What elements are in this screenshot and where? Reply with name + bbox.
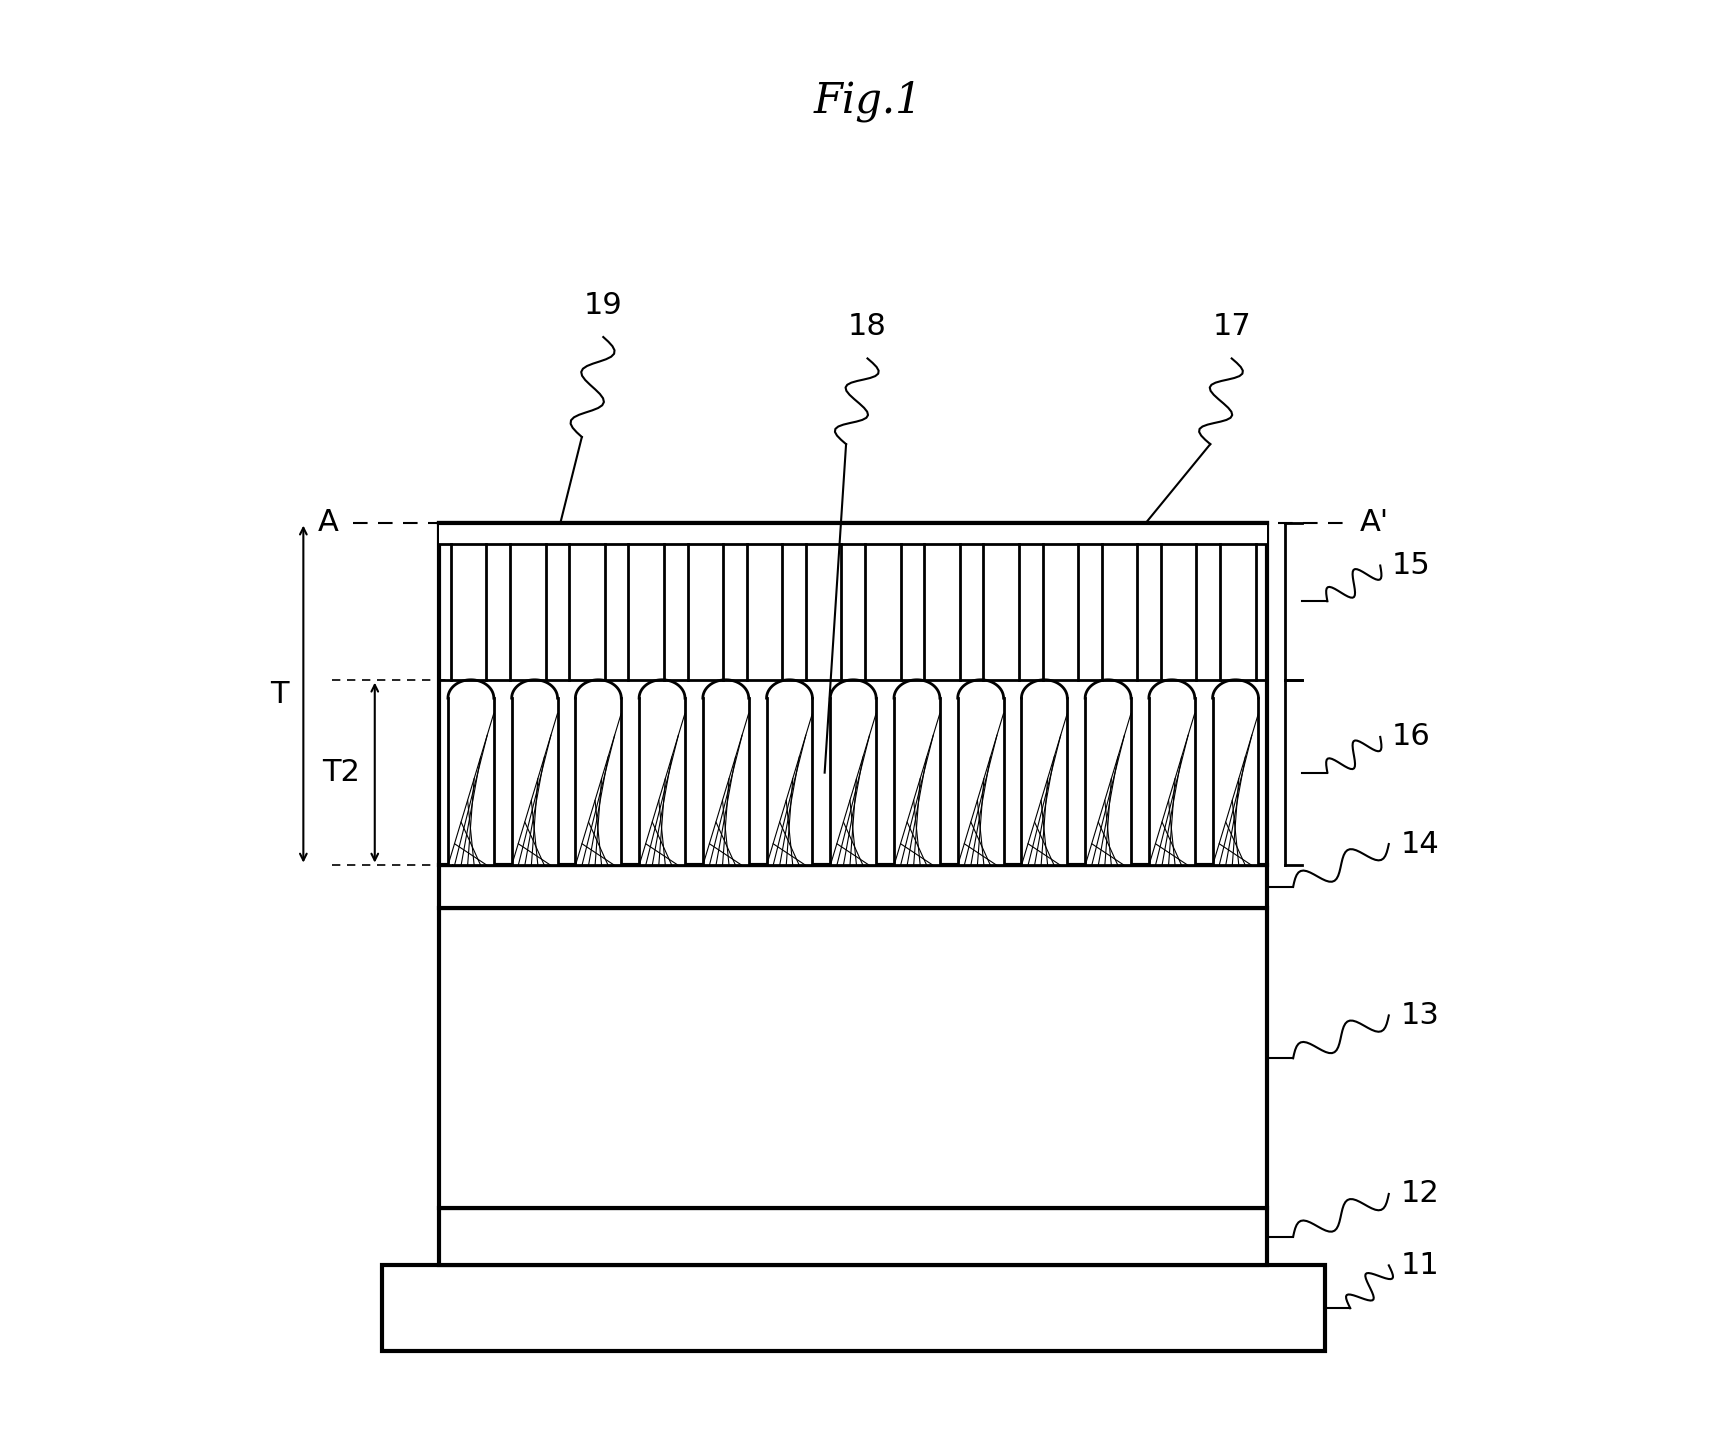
Bar [439,866,1267,909]
Bar [451,544,486,680]
Bar [687,544,723,680]
Bar [746,544,782,680]
Text: Fig.1: Fig.1 [814,80,921,123]
Bar [1220,544,1256,680]
Bar [382,1265,1324,1351]
Bar [1084,698,1131,866]
Bar [628,544,665,680]
Text: 12: 12 [1400,1179,1438,1208]
Text: 18: 18 [848,312,887,342]
Ellipse shape [638,680,685,717]
Ellipse shape [1213,680,1258,717]
Ellipse shape [703,680,750,717]
Text: T2: T2 [323,758,361,787]
Bar [638,698,685,866]
Text: A: A [318,508,338,537]
Bar [1102,544,1136,680]
Bar [866,544,900,680]
Ellipse shape [767,680,812,717]
Bar [569,544,606,680]
Bar [703,698,750,866]
Ellipse shape [448,680,494,717]
Ellipse shape [512,680,557,717]
Bar [984,544,1018,680]
Ellipse shape [831,680,876,717]
Ellipse shape [1149,680,1195,717]
Bar [831,698,876,866]
Bar [439,909,1267,1208]
Bar [439,1208,1267,1265]
Bar [1213,698,1258,866]
Text: 15: 15 [1391,551,1430,580]
Bar [1149,698,1195,866]
Bar [439,522,1267,544]
Bar [805,544,841,680]
Bar [767,698,812,866]
Text: 17: 17 [1213,312,1251,342]
Ellipse shape [1084,680,1131,717]
Bar [512,698,557,866]
Text: 11: 11 [1400,1251,1438,1279]
Text: 13: 13 [1400,1000,1438,1030]
Ellipse shape [576,680,621,717]
Text: T: T [271,680,290,708]
Bar [1043,544,1077,680]
Text: 16: 16 [1391,723,1430,751]
Bar [576,698,621,866]
Text: 19: 19 [585,290,623,321]
Ellipse shape [1022,680,1067,717]
Ellipse shape [958,680,1003,717]
Bar [958,698,1003,866]
Bar [925,544,959,680]
Text: 14: 14 [1400,830,1438,859]
Bar [510,544,545,680]
Text: A': A' [1360,508,1390,537]
Bar [1022,698,1067,866]
Ellipse shape [894,680,940,717]
Bar [1161,544,1197,680]
Bar [894,698,940,866]
Bar [439,522,1267,866]
Bar [448,698,494,866]
